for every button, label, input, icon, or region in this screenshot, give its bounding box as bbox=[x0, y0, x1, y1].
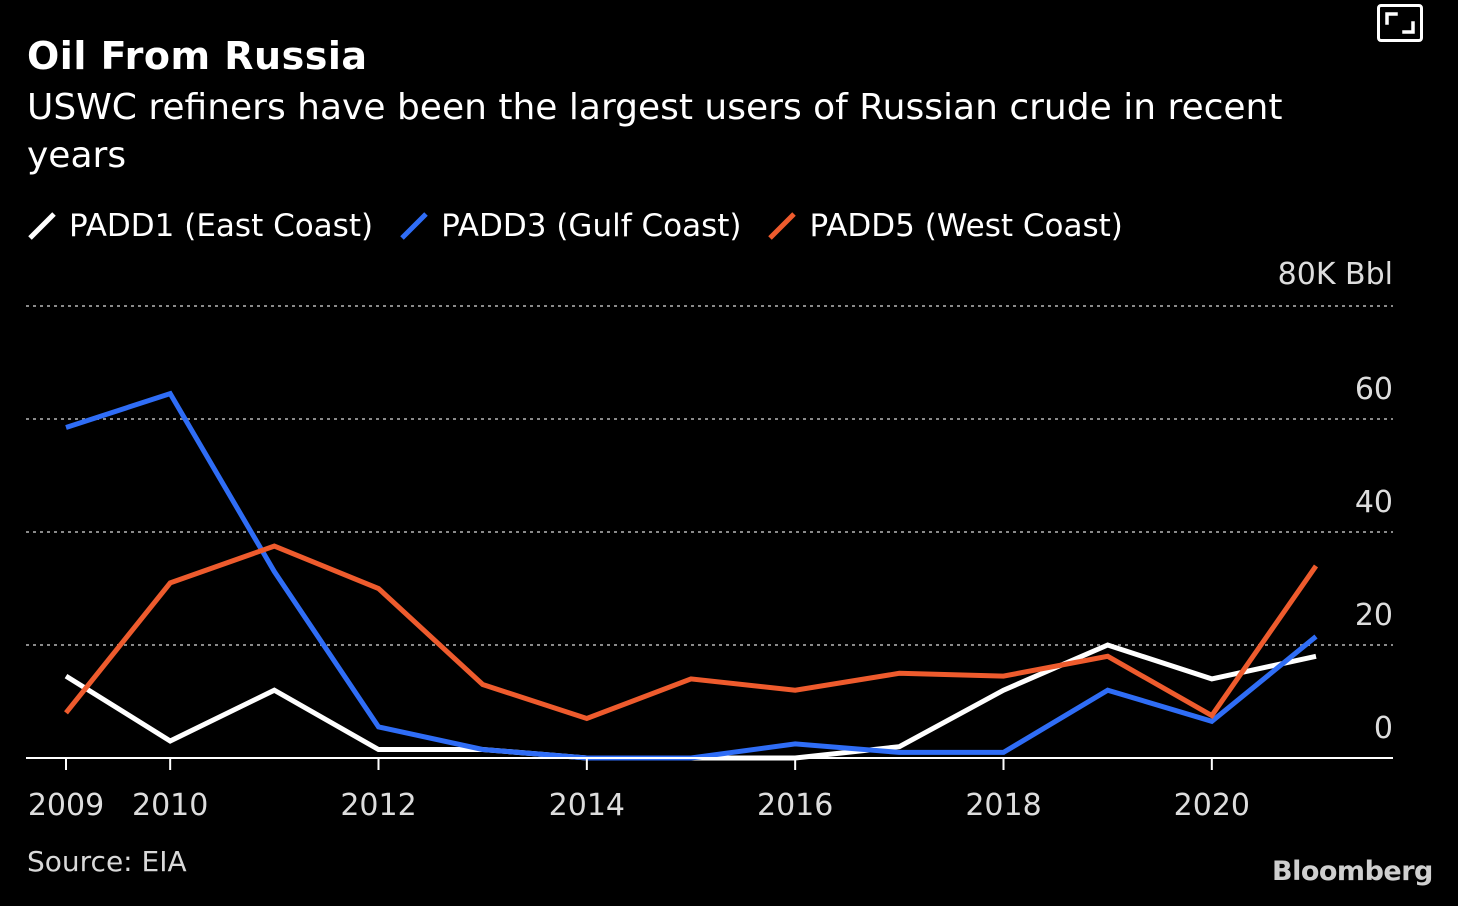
x-tick-label-2012: 2012 bbox=[340, 788, 416, 823]
legend-label-padd5: PADD5 (West Coast) bbox=[809, 208, 1123, 244]
x-tick-label-2009: 2009 bbox=[28, 788, 104, 823]
y-tick-label-40: 40 bbox=[1355, 485, 1393, 520]
y-tick-label-0: 0 bbox=[1374, 711, 1393, 746]
expand-button[interactable] bbox=[1377, 4, 1423, 42]
legend-swatch-padd5 bbox=[768, 212, 797, 240]
legend-item-padd5: PADD5 (West Coast) bbox=[767, 208, 1123, 244]
x-tick-label-2016: 2016 bbox=[757, 788, 833, 823]
y-tick-label-60: 60 bbox=[1355, 372, 1393, 407]
legend: PADD1 (East Coast) PADD3 (Gulf Coast) PA… bbox=[27, 204, 1149, 248]
legend-item-padd1: PADD1 (East Coast) bbox=[27, 208, 373, 244]
bloomberg-logo: Bloomberg bbox=[1272, 856, 1433, 887]
series-line-2 bbox=[65, 390, 1318, 761]
x-axis: 2009 2010 2012 2014 2016 2018 2020 bbox=[26, 757, 1393, 823]
chart-title: Oil From Russia bbox=[27, 34, 368, 78]
y-tick-label-20: 20 bbox=[1355, 598, 1393, 633]
legend-swatch-padd1 bbox=[28, 212, 56, 240]
legend-swatch-padd3 bbox=[400, 212, 428, 240]
x-tick-label-2014: 2014 bbox=[549, 788, 625, 823]
source-note: Source: EIA bbox=[27, 845, 187, 878]
series-lines bbox=[64, 390, 1319, 761]
legend-label-padd3: PADD3 (Gulf Coast) bbox=[441, 208, 742, 244]
series-line-3 bbox=[64, 543, 1319, 722]
x-tick-label-2020: 2020 bbox=[1174, 788, 1250, 823]
legend-label-padd1: PADD1 (East Coast) bbox=[69, 208, 374, 244]
unit-label: 80K Bbl bbox=[1278, 257, 1393, 292]
chart-subtitle: USWC refiners have been the largest user… bbox=[27, 87, 1283, 176]
expand-icon bbox=[1385, 12, 1415, 34]
y-tick-labels: 0 20 40 60 bbox=[1355, 372, 1393, 746]
x-tick-label-2018: 2018 bbox=[965, 788, 1041, 823]
gridlines bbox=[26, 305, 1393, 646]
x-tick-label-2010: 2010 bbox=[132, 788, 208, 823]
legend-item-padd3: PADD3 (Gulf Coast) bbox=[399, 208, 741, 244]
series-line-1 bbox=[64, 642, 1317, 761]
